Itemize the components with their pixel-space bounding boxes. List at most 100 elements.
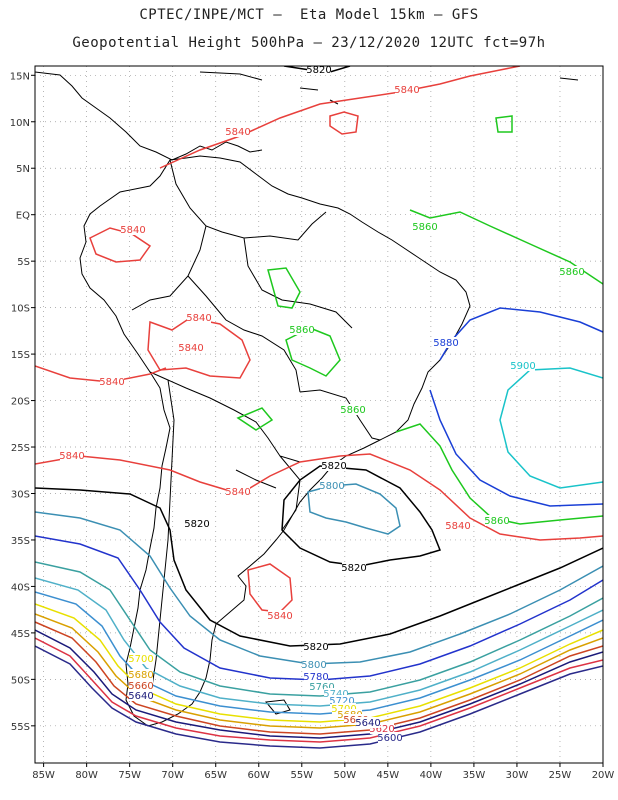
contour-5720 [35, 591, 603, 715]
contour-label-bg [434, 337, 458, 348]
contour-label-bg [304, 671, 328, 682]
lat-tick-label: 50S [11, 675, 30, 686]
falklands-islands [265, 699, 291, 715]
lon-tick-label: 20W [592, 770, 615, 781]
contour-5860-east [409, 209, 603, 285]
contour-label-bg [341, 404, 365, 415]
south-america-coast [79, 155, 471, 727]
contour-5700 [35, 603, 603, 723]
contour-5840-closed-3 [247, 563, 293, 613]
contour-label: 5660 [128, 681, 153, 692]
contour-label: 5720 [329, 696, 354, 707]
contour-label-bg [226, 486, 250, 497]
contour-label-bg [185, 518, 209, 529]
contour-5840-north [159, 66, 521, 169]
central-america-coast [35, 71, 263, 161]
contour-label-bg [129, 669, 153, 680]
contour-5660 [35, 621, 603, 735]
contour-label: 5840 [59, 451, 84, 462]
contour-label: 5740 [323, 689, 348, 700]
contour-label: 5820 [184, 519, 209, 530]
map-frame-bg [35, 66, 603, 763]
lon-tick-label: 85W [32, 770, 55, 781]
contour-label-bg [226, 126, 250, 137]
contour-label: 5860 [340, 405, 365, 416]
lat-tick-label: 40S [11, 582, 30, 593]
contour-label: 5820 [303, 642, 328, 653]
lon-tick-label: 30W [506, 770, 529, 781]
lon-tick-label: 80W [75, 770, 98, 781]
lon-tick-label: 75W [118, 770, 141, 781]
contour-label: 5900 [510, 361, 535, 372]
lat-tick-label: 45S [11, 629, 30, 640]
contour-label-bg [129, 653, 153, 664]
contour-label-bg [395, 84, 419, 95]
contour-label-bg [342, 562, 366, 573]
contour-label: 5880 [433, 338, 458, 349]
contour-label: 5840 [394, 85, 419, 96]
lat-tick-label: EQ [16, 211, 30, 222]
map-subtitle: Geopotential Height 500hPa – 23/12/2020 … [72, 35, 546, 51]
axis-labels: 15N 10N 5N EQ 5S 10S 15S 20S 25S 30S 35S 40S 45S 50S 5… [10, 71, 615, 781]
contour-label-bg [129, 690, 153, 701]
contour-label-bg [511, 360, 535, 371]
contour-label: 5760 [309, 682, 334, 693]
contour-label-bg [560, 266, 584, 277]
contour-5600 [35, 645, 603, 749]
contour-label-bg [129, 680, 153, 691]
lat-tick-label: 10S [11, 304, 30, 315]
lat-tick-label: 15S [11, 350, 30, 361]
contour-label-bg [304, 641, 328, 652]
lon-tick-label: 50W [334, 770, 357, 781]
contour-label-bg [356, 717, 380, 728]
contour-label-bg [485, 515, 509, 526]
contour-label-bg [310, 681, 334, 692]
contour-5860-south [395, 423, 603, 525]
contour-label: 5640 [128, 691, 153, 702]
contour-label-bg [413, 221, 437, 232]
contour-label-bg [100, 376, 124, 387]
contour-label-bg [378, 732, 402, 743]
contour-label: 5840 [225, 487, 250, 498]
lat-tick-label: 30S [11, 489, 30, 500]
lat-tick-label: 35S [11, 536, 30, 547]
contour-5860-inland [236, 115, 513, 431]
contour-5800 [35, 511, 603, 665]
coastlines [35, 71, 579, 727]
lon-tick-label: 35W [463, 770, 486, 781]
contour-label: 5840 [225, 127, 250, 138]
contour-label: 5840 [186, 313, 211, 324]
contour-5800-low [307, 483, 401, 535]
contour-5760 [35, 561, 603, 697]
contour-5780 [35, 535, 603, 681]
contour-label: 5860 [412, 222, 437, 233]
contour-label-bg [330, 695, 354, 706]
contour-label-bg [268, 610, 292, 621]
contour-5640 [35, 629, 603, 739]
lon-tick-label: 45W [377, 770, 400, 781]
contour-5740 [35, 577, 603, 707]
contour-label-bg [121, 224, 145, 235]
contour-label-bg [307, 64, 331, 75]
contour-label: 5800 [319, 481, 344, 492]
contour-5900 [499, 367, 603, 489]
contour-5820-main [35, 487, 603, 647]
contour-label: 5640 [355, 718, 380, 729]
contour-label: 5860 [559, 267, 584, 278]
contour-label: 5600 [377, 733, 402, 744]
contour-label-bg [332, 703, 356, 714]
map-frame [34, 65, 604, 764]
contour-label: 5820 [341, 563, 366, 574]
contour-label-bg [179, 342, 203, 353]
contour-label-bg [324, 688, 348, 699]
contour-label: 5820 [306, 65, 331, 76]
contour-label: 5620 [369, 724, 394, 735]
lat-tick-label: 5S [17, 257, 30, 268]
contour-label: 5860 [289, 325, 314, 336]
contour-5840-closed-1 [329, 111, 359, 135]
map-title: CPTEC/INPE/MCT – Eta Model 15km – GFS [139, 7, 479, 23]
lat-tick-label: 5N [16, 164, 30, 175]
contour-label-bg [302, 659, 326, 670]
contour-5840-closed-4 [89, 227, 152, 263]
